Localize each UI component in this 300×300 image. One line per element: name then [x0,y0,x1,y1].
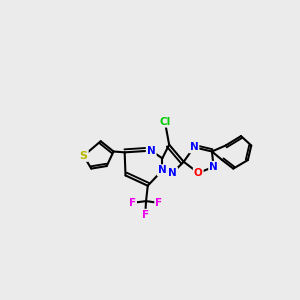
Text: F: F [155,198,162,208]
Text: N: N [209,162,218,172]
Text: N: N [147,146,156,156]
Text: N: N [168,168,177,178]
Text: F: F [129,198,136,208]
Text: Cl: Cl [159,117,170,127]
Text: N: N [158,165,167,175]
Text: F: F [142,210,149,220]
Text: N: N [190,142,198,152]
Text: S: S [80,151,88,161]
Text: O: O [194,168,203,178]
